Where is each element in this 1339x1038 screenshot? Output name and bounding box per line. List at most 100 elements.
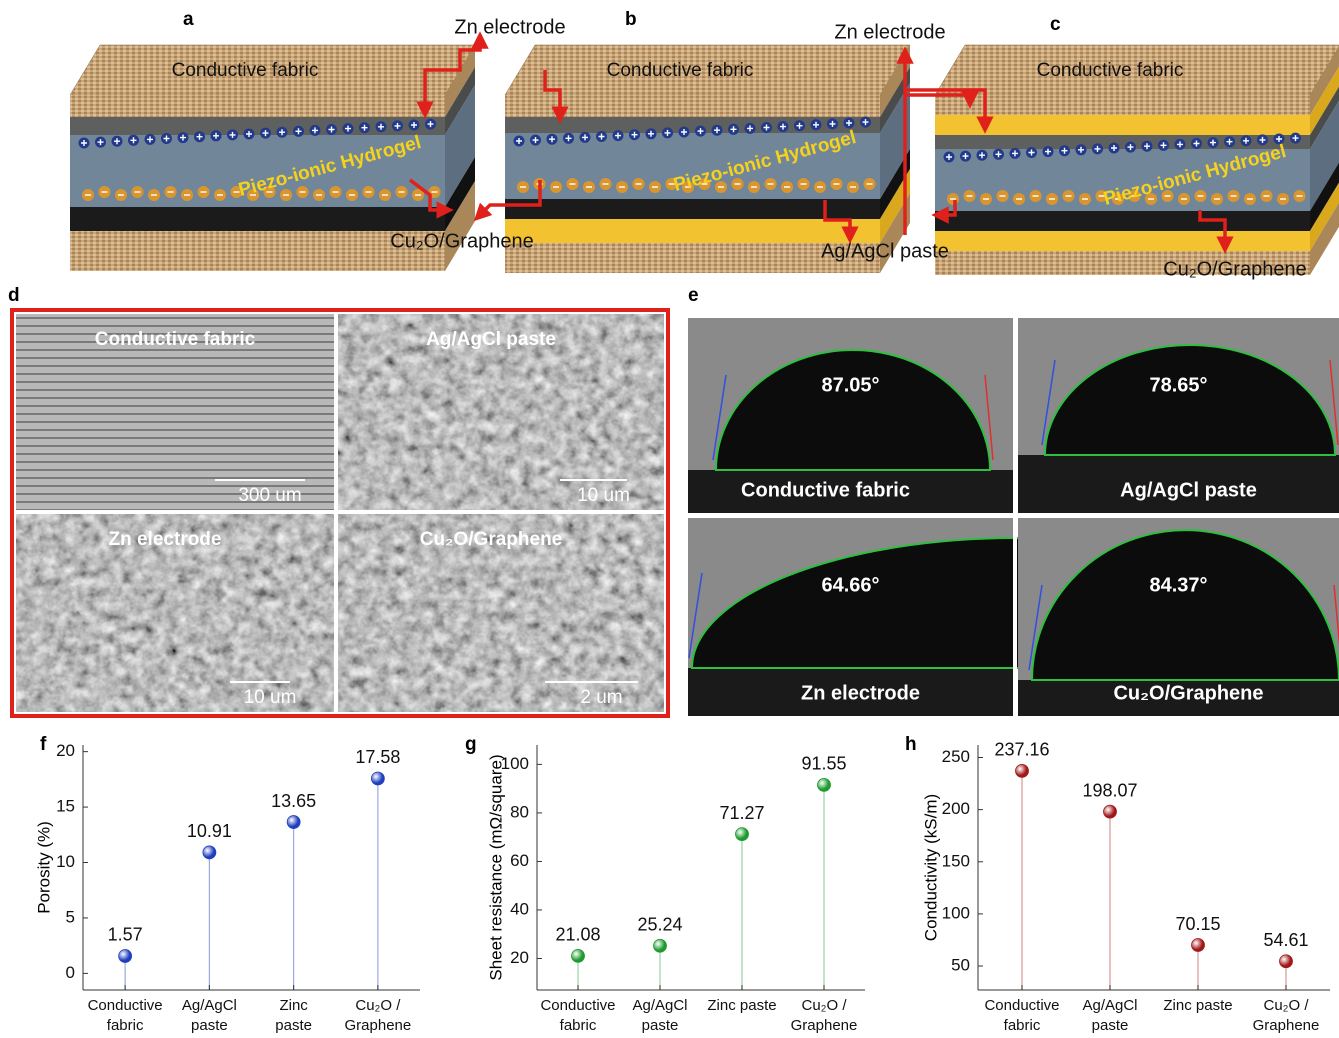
scale-label: 2 um xyxy=(580,687,622,708)
value-label: 71.27 xyxy=(719,803,764,823)
scale-label: 300 um xyxy=(238,485,301,506)
value-label: 91.55 xyxy=(801,754,846,774)
layer xyxy=(935,95,1310,115)
y-axis-label: Porosity (%) xyxy=(34,821,53,914)
sem-title: Zn electrode xyxy=(109,529,222,550)
y-tick-label: 100 xyxy=(942,903,970,922)
layer xyxy=(505,117,880,133)
y-tick-label: 50 xyxy=(951,956,970,975)
x-tick-label: Cu₂O /Graphene xyxy=(1253,997,1320,1034)
marker xyxy=(1016,764,1029,777)
y-tick-label: 5 xyxy=(66,907,75,926)
callout: Cu₂O/Graphene xyxy=(1163,258,1306,280)
y-tick-label: 60 xyxy=(510,851,529,870)
value-label: 198.07 xyxy=(1082,780,1137,800)
marker xyxy=(736,828,749,841)
contact-angle: 84.37° xyxy=(1149,574,1207,596)
y-tick-label: 40 xyxy=(510,899,529,918)
marker xyxy=(371,772,384,785)
ca-title: Zn electrode xyxy=(801,682,920,704)
scale-label: 10 um xyxy=(244,687,297,708)
callout: Ag/AgCl paste xyxy=(821,240,949,262)
layer xyxy=(70,207,445,231)
value-label: 10.91 xyxy=(187,821,232,841)
marker xyxy=(818,778,831,791)
value-label: 21.08 xyxy=(555,925,600,945)
marker xyxy=(1104,805,1117,818)
scale-label: 10 um xyxy=(577,485,630,506)
schematic-block: Piezo-ionic HydrogelConductive fabric xyxy=(505,45,910,273)
y-tick-label: 150 xyxy=(942,851,970,870)
layer xyxy=(935,231,1310,251)
x-tick-label: Zinc paste xyxy=(707,997,776,1014)
sem-panel: dConductive fabric300 umAg/AgCl paste10 … xyxy=(8,285,668,716)
ca-title: Conductive fabric xyxy=(741,479,910,501)
sem-title: Cu₂O/Graphene xyxy=(420,529,563,550)
layer xyxy=(70,117,445,135)
marker xyxy=(572,949,585,962)
value-label: 54.61 xyxy=(1263,930,1308,950)
panel-label: a xyxy=(183,9,194,30)
panel-label: d xyxy=(8,285,20,306)
fabric-label: Conductive fabric xyxy=(172,60,319,81)
x-tick-label: Ag/AgClpaste xyxy=(1082,997,1137,1034)
layer xyxy=(70,231,445,271)
sem-title: Ag/AgCl paste xyxy=(426,329,556,350)
marker xyxy=(119,949,132,962)
y-axis-label: Sheet resistance (mΩ/square) xyxy=(486,754,505,980)
figure: Piezo-ionic HydrogelConductive fabricPie… xyxy=(0,0,1339,1038)
x-tick-label: Cu₂O /Graphene xyxy=(791,997,858,1034)
panel-label: h xyxy=(905,734,917,755)
x-tick-label: Conductivefabric xyxy=(984,997,1059,1034)
callout: Zn electrode xyxy=(834,21,945,43)
layer xyxy=(935,135,1310,149)
x-tick-label: Cu₂O /Graphene xyxy=(345,997,412,1034)
y-tick-label: 250 xyxy=(942,747,970,766)
x-tick-label: Zinc paste xyxy=(1163,997,1232,1014)
value-label: 70.15 xyxy=(1175,914,1220,934)
panel-label: g xyxy=(465,734,477,755)
fabric-label: Conductive fabric xyxy=(607,60,754,81)
y-tick-label: 20 xyxy=(56,741,75,760)
contact-angle: 87.05° xyxy=(821,374,879,396)
ca-title: Ag/AgCl paste xyxy=(1120,479,1257,501)
panel-label: c xyxy=(1050,14,1061,35)
panel-label: b xyxy=(625,9,637,30)
value-label: 17.58 xyxy=(355,747,400,767)
y-tick-label: 10 xyxy=(56,852,75,871)
value-label: 13.65 xyxy=(271,791,316,811)
value-label: 237.16 xyxy=(994,740,1049,760)
marker xyxy=(203,846,216,859)
chart: h Conductivity (kS/m) 50 100 150 200 250 237.16… xyxy=(905,734,1330,1034)
value-label: 25.24 xyxy=(637,915,682,935)
layer xyxy=(70,95,445,117)
callout: Zn electrode xyxy=(454,16,565,38)
x-tick-label: Zincpaste xyxy=(275,997,312,1034)
layer xyxy=(935,211,1310,231)
marker xyxy=(1192,939,1205,952)
value-label: 1.57 xyxy=(108,925,143,945)
y-tick-label: 100 xyxy=(501,754,529,773)
panel-label: e xyxy=(688,285,699,306)
y-tick-label: 0 xyxy=(66,963,75,982)
callout: Cu₂O/Graphene xyxy=(390,230,533,252)
layer xyxy=(935,115,1310,135)
panel-label: f xyxy=(40,734,47,755)
y-tick-label: 200 xyxy=(942,799,970,818)
fabric-label: Conductive fabric xyxy=(1037,60,1184,81)
y-axis-label: Conductivity (kS/m) xyxy=(921,794,940,941)
x-tick-label: Ag/AgClpaste xyxy=(632,997,687,1034)
ca-title: Cu₂O/Graphene xyxy=(1113,682,1263,704)
y-tick-label: 80 xyxy=(510,802,529,821)
y-tick-label: 15 xyxy=(56,797,75,816)
marker xyxy=(287,816,300,829)
